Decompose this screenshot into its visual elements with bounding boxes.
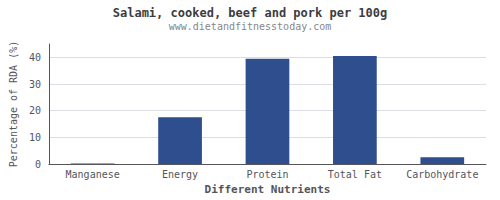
svg-text:www.dietandfitnesstoday.com: www.dietandfitnesstoday.com: [169, 21, 332, 32]
svg-text:10: 10: [29, 132, 41, 143]
svg-text:40: 40: [29, 52, 41, 63]
svg-text:Different Nutrients: Different Nutrients: [205, 183, 331, 196]
svg-text:0: 0: [35, 159, 41, 170]
svg-text:Carbohydrate: Carbohydrate: [406, 169, 478, 180]
svg-text:Manganese: Manganese: [66, 169, 120, 180]
svg-text:Energy: Energy: [162, 169, 198, 180]
svg-text:Salami, cooked, beef and pork: Salami, cooked, beef and pork per 100g: [113, 6, 388, 20]
svg-text:Percentage of RDA (%): Percentage of RDA (%): [8, 41, 19, 167]
svg-text:Total Fat: Total Fat: [328, 169, 382, 180]
svg-text:20: 20: [29, 105, 41, 116]
svg-text:Protein: Protein: [246, 169, 288, 180]
svg-text:30: 30: [29, 79, 41, 90]
